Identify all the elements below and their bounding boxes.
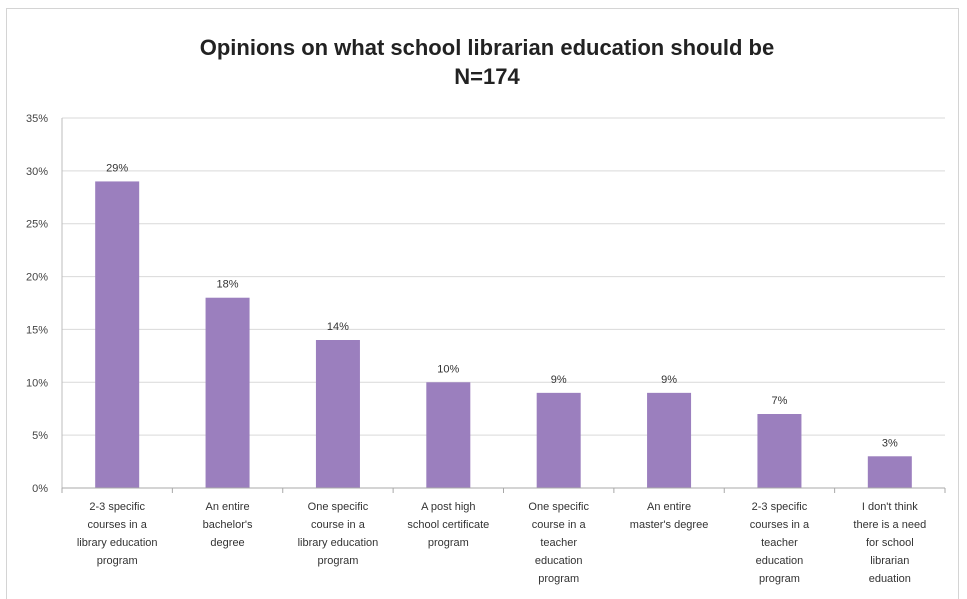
bars	[95, 181, 912, 488]
category-label: A post high school certificate program	[407, 501, 489, 549]
category-label: One specific course in a library education…	[298, 501, 379, 567]
gridlines	[62, 118, 945, 488]
category-label-line: teacher	[761, 537, 798, 549]
category-label-line: An entire	[647, 501, 691, 513]
category-label-line: bachelor's	[203, 519, 253, 531]
y-tick-label: 15%	[26, 324, 48, 336]
category-label-line: education	[756, 555, 804, 567]
category-label: 2-3 specific courses in a teacher education…	[750, 501, 810, 585]
x-axis-category-labels: 2-3 specific courses in a library educatio…	[77, 501, 926, 585]
bar	[647, 393, 691, 488]
bar	[537, 393, 581, 488]
category-label-line: there is a need	[853, 519, 926, 531]
category-label-line: program	[538, 573, 579, 585]
category-label-line: An entire	[206, 501, 250, 513]
bar	[757, 414, 801, 488]
data-label: 14%	[327, 321, 349, 333]
chart-title: Opinions on what school librarian educat…	[200, 35, 774, 60]
data-label: 7%	[771, 395, 787, 407]
category-label-line: 2-3 specific	[752, 501, 808, 513]
y-tick-label: 0%	[32, 483, 48, 495]
bar	[868, 456, 912, 488]
y-tick-label: 5%	[32, 430, 48, 442]
category-label-line: One specific	[528, 501, 589, 513]
category-label-line: education	[535, 555, 583, 567]
y-tick-label: 35%	[26, 113, 48, 125]
data-label: 10%	[437, 363, 459, 375]
category-label: I don't think there is a need for school li…	[853, 501, 926, 585]
axes	[62, 118, 945, 493]
bar	[316, 340, 360, 488]
category-label-line: master's degree	[630, 519, 709, 531]
category-label: One specific course in a teacher education p…	[528, 501, 589, 585]
category-label-line: teacher	[540, 537, 577, 549]
y-tick-label: 10%	[26, 377, 48, 389]
category-label-line: program	[428, 537, 469, 549]
bar	[206, 298, 250, 488]
category-label-line: program	[759, 573, 800, 585]
category-label-line: for school	[866, 537, 914, 549]
category-label-line: program	[97, 555, 138, 567]
y-tick-label: 30%	[26, 166, 48, 178]
data-label: 18%	[217, 279, 239, 291]
y-axis-tick-labels: 0% 5% 10% 15% 20% 25% 30% 35%	[26, 113, 48, 495]
category-label-line: course in a	[532, 519, 587, 531]
bar	[95, 181, 139, 488]
category-label-line: librarian	[870, 555, 909, 567]
y-tick-label: 20%	[26, 272, 48, 284]
category-label-line: degree	[210, 537, 244, 549]
category-label-line: eduation	[869, 573, 911, 585]
category-label-line: courses in a	[750, 519, 810, 531]
category-label: An entire bachelor's degree	[203, 501, 253, 549]
bar	[426, 382, 470, 488]
category-label-line: program	[317, 555, 358, 567]
category-label-line: library education	[298, 537, 379, 549]
category-label-line: course in a	[311, 519, 366, 531]
category-label-line: school certificate	[407, 519, 489, 531]
category-label-line: I don't think	[862, 501, 918, 513]
chart-subtitle: N=174	[454, 64, 520, 89]
category-label-line: library education	[77, 537, 158, 549]
data-label: 29%	[106, 162, 128, 174]
category-label: 2-3 specific courses in a library educatio…	[77, 501, 158, 567]
data-label: 9%	[661, 374, 677, 386]
category-label-line: A post high	[421, 501, 475, 513]
category-label-line: One specific	[308, 501, 369, 513]
category-label: An entire master's degree	[630, 501, 709, 531]
category-label-line: courses in a	[88, 519, 148, 531]
y-tick-label: 25%	[26, 219, 48, 231]
category-label-line: 2-3 specific	[89, 501, 145, 513]
data-label: 9%	[551, 374, 567, 386]
data-label: 3%	[882, 437, 898, 449]
